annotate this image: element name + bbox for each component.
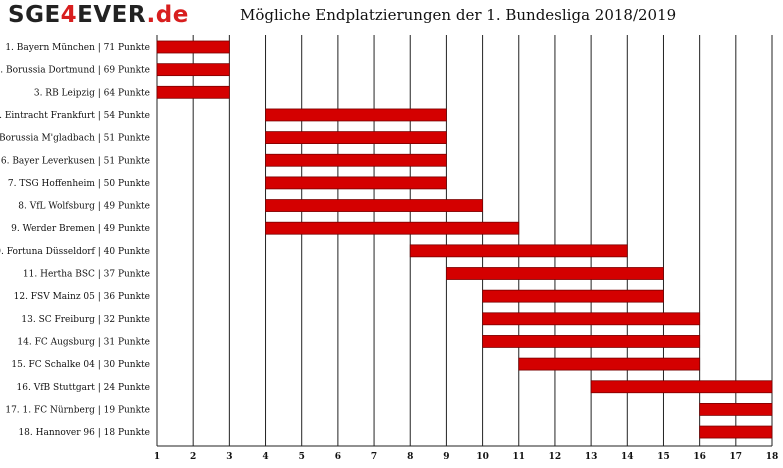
range-bar: [518, 357, 701, 371]
category-label: 4. Eintracht Frankfurt | 54 Punkte: [0, 111, 150, 121]
range-bar: [265, 108, 447, 122]
range-bar: [156, 63, 230, 77]
category-label: 3. RB Leipzig | 64 Punkte: [34, 88, 150, 98]
category-label: 17. 1. FC Nürnberg | 19 Punkte: [5, 405, 150, 415]
x-tick-label-18: 18: [766, 452, 779, 462]
range-bar: [265, 199, 483, 212]
x-tick-label-8: 8: [407, 452, 413, 462]
category-label: 18. Hannover 96 | 18 Punkte: [18, 428, 150, 438]
category-label: 6. Bayer Leverkusen | 51 Punkte: [1, 156, 150, 166]
range-bar: [482, 312, 701, 326]
x-tick-label-9: 9: [443, 452, 449, 462]
category-label: 11. Hertha BSC | 37 Punkte: [23, 270, 150, 280]
x-tick-label-6: 6: [335, 452, 341, 462]
range-bar: [265, 153, 447, 167]
range-bar: [699, 402, 773, 416]
logo-part-de: .de: [146, 2, 189, 28]
x-tick-label-1: 1: [154, 452, 160, 462]
range-bar: [265, 221, 520, 235]
x-tick-label-14: 14: [621, 452, 634, 462]
category-label: 8. VfL Wolfsburg | 49 Punkte: [18, 202, 150, 212]
range-bar: [265, 176, 447, 190]
range-bar: [156, 85, 230, 99]
x-tick-label-16: 16: [693, 452, 706, 462]
category-label: 15. FC Schalke 04 | 30 Punkte: [11, 360, 150, 370]
category-label: 12. FSV Mainz 05 | 36 Punkte: [14, 292, 150, 302]
category-label: 1. Bayern München | 71 Punkte: [5, 43, 150, 53]
category-label: 7. TSG Hoffenheim | 50 Punkte: [8, 179, 150, 189]
x-tick-label-5: 5: [299, 452, 305, 462]
category-label: 14. FC Augsburg | 31 Punkte: [17, 337, 150, 347]
x-tick-label-17: 17: [730, 452, 743, 462]
category-label: 5. Borussia M'gladbach | 51 Punkte: [0, 134, 150, 144]
x-tick-label-13: 13: [585, 452, 598, 462]
x-tick-label-3: 3: [226, 452, 232, 462]
x-tick-label-15: 15: [657, 452, 670, 462]
x-tick-label-11: 11: [512, 452, 525, 462]
site-logo: SGE4EVER.de: [8, 2, 189, 28]
range-bar: [409, 244, 628, 258]
logo-part-4: 4: [60, 2, 78, 28]
x-tick-label-7: 7: [371, 452, 377, 462]
chart-title: Mögliche Endplatzierungen der 1. Bundesl…: [240, 6, 677, 24]
range-bar: [156, 40, 230, 54]
range-bar: [590, 380, 773, 394]
range-bar: [482, 289, 664, 303]
logo-part-ever: EVER: [77, 2, 147, 28]
x-tick-label-4: 4: [262, 452, 268, 462]
range-bar: [699, 425, 773, 439]
x-tick-label-10: 10: [476, 452, 489, 462]
category-label: 10. Fortuna Düsseldorf | 40 Punkte: [0, 247, 150, 257]
category-label: 9. Werder Bremen | 49 Punkte: [11, 224, 150, 234]
range-bar: [446, 267, 664, 280]
x-tick-label-2: 2: [190, 452, 196, 462]
category-label: 2. Borussia Dortmund | 69 Punkte: [0, 66, 150, 76]
category-label: 13. SC Freiburg | 32 Punkte: [21, 315, 150, 325]
range-bar: [265, 131, 447, 145]
logo-part-sge: SGE: [8, 2, 61, 28]
x-tick-label-12: 12: [549, 452, 562, 462]
range-bar: [482, 335, 701, 348]
category-label: 16. VfB Stuttgart | 24 Punkte: [17, 383, 150, 393]
